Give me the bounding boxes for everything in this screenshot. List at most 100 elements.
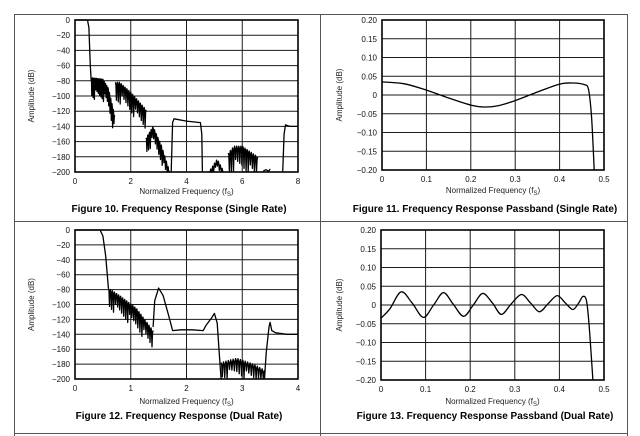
x-tick-label: 2 — [184, 384, 189, 393]
y-tick-label: −80 — [56, 77, 70, 86]
y-tick-label: −60 — [56, 62, 70, 71]
y-tick-label: 0.20 — [361, 16, 377, 25]
response-curve — [227, 145, 259, 173]
x-axis-label-close: ) — [537, 186, 540, 195]
x-tick-label: 0.3 — [509, 385, 521, 394]
x-tick-label: 0.4 — [554, 385, 566, 394]
y-tick-label: −40 — [56, 46, 70, 55]
x-axis-label: Normalized Frequency (fS) — [445, 397, 540, 408]
x-axis-label-close: ) — [231, 187, 234, 196]
response-curve — [152, 287, 222, 380]
y-tick-label: −200 — [52, 375, 71, 384]
y-tick-label: −40 — [56, 256, 70, 265]
y-tick-label: −100 — [52, 92, 71, 101]
response-curve — [262, 168, 271, 172]
response-curve — [145, 126, 171, 173]
response-curve — [75, 229, 110, 289]
y-tick-label: −0.15 — [357, 147, 378, 156]
response-curve — [75, 19, 92, 81]
response-curve — [263, 321, 298, 380]
chart-2: 0.200.150.100.050−0.05−0.10−0.15−0.200 0.… — [335, 16, 617, 215]
x-axis-label-text: Normalized Frequency (f — [445, 397, 533, 406]
x-tick-label: 0 — [380, 175, 385, 184]
response-curve — [170, 118, 204, 173]
y-tick-label: −0.10 — [357, 129, 378, 138]
y-tick-label: 0.10 — [360, 264, 376, 273]
y-tick-label: 0 — [66, 16, 71, 25]
response-curve — [282, 124, 298, 173]
y-axis-label: Amplitude (dB) — [335, 278, 344, 331]
x-tick-label: 0 — [73, 177, 78, 186]
y-tick-label: −180 — [52, 360, 71, 369]
x-axis-label: Normalized Frequency (fS) — [139, 187, 234, 198]
y-tick-label: 0.15 — [360, 245, 376, 254]
frame-center — [320, 14, 321, 436]
y-tick-label: −0.15 — [356, 357, 377, 366]
response-curve — [114, 81, 147, 129]
y-tick-label: −0.20 — [357, 166, 378, 175]
response-curve — [380, 291, 594, 381]
x-tick-label: 8 — [296, 177, 301, 186]
y-tick-label: −20 — [56, 241, 70, 250]
plot-border — [74, 19, 299, 173]
x-tick-label: 2 — [129, 177, 134, 186]
x-axis-label-close: ) — [537, 397, 540, 406]
x-tick-label: 0.1 — [421, 175, 433, 184]
y-tick-label: 0.15 — [361, 35, 377, 44]
frame-left — [14, 14, 15, 436]
y-axis-label: Amplitude (dB) — [27, 278, 36, 331]
response-curve — [381, 81, 595, 171]
y-tick-label: 0 — [373, 91, 378, 100]
x-tick-label: 1 — [129, 384, 134, 393]
y-tick-label: −200 — [52, 168, 71, 177]
x-axis-label-subscript: S — [227, 402, 231, 408]
x-axis-label-close: ) — [231, 397, 234, 406]
x-axis-label-text: Normalized Frequency (f — [139, 187, 227, 196]
y-tick-label: 0 — [372, 301, 377, 310]
y-tick-label: −160 — [52, 345, 71, 354]
y-tick-label: −120 — [52, 107, 71, 116]
plot-border — [380, 229, 605, 381]
y-tick-label: 0.05 — [361, 72, 377, 81]
response-curve — [90, 77, 116, 129]
x-axis-label-subscript: S — [227, 192, 231, 198]
frame-top — [14, 14, 628, 15]
y-axis-label: Amplitude (dB) — [27, 69, 36, 122]
response-curve — [220, 357, 266, 380]
y-tick-label: −120 — [52, 315, 71, 324]
y-tick-label: −20 — [56, 31, 70, 40]
x-axis-label-subscript: S — [533, 191, 537, 197]
y-tick-label: −80 — [56, 286, 70, 295]
x-tick-label: 0.5 — [598, 385, 610, 394]
x-tick-label: 0.1 — [420, 385, 432, 394]
figure-caption: Figure 12. Frequency Response (Dual Rate… — [76, 411, 283, 422]
x-tick-label: 0.3 — [510, 175, 522, 184]
y-tick-label: −0.05 — [357, 110, 378, 119]
y-tick-label: −60 — [56, 271, 70, 280]
x-axis-label-text: Normalized Frequency (f — [139, 397, 227, 406]
y-tick-label: −100 — [52, 301, 71, 310]
x-tick-label: 4 — [296, 384, 301, 393]
y-tick-label: −0.10 — [356, 339, 377, 348]
frame-right — [627, 14, 628, 436]
y-tick-label: 0.05 — [360, 282, 376, 291]
x-axis-label: Normalized Frequency (fS) — [446, 186, 541, 197]
y-tick-label: −0.20 — [356, 376, 377, 385]
response-curve — [208, 159, 225, 173]
x-tick-label: 0.5 — [598, 175, 610, 184]
y-tick-label: −140 — [52, 330, 71, 339]
x-tick-label: 6 — [240, 177, 245, 186]
figure-caption: Figure 10. Frequency Response (Single Ra… — [71, 204, 286, 215]
y-tick-label: −0.05 — [356, 320, 377, 329]
plot-border — [74, 229, 299, 380]
chart-4: 0.200.150.100.050−0.05−0.10−0.15−0.200 0.… — [335, 226, 613, 422]
x-axis-label-subscript: S — [533, 402, 537, 408]
y-tick-label: 0.10 — [361, 54, 377, 63]
y-tick-label: 0.20 — [360, 226, 376, 235]
x-tick-label: 3 — [240, 384, 245, 393]
x-axis-label: Normalized Frequency (fS) — [139, 397, 234, 408]
y-tick-label: −180 — [52, 153, 71, 162]
x-tick-label: 0.2 — [465, 385, 477, 394]
